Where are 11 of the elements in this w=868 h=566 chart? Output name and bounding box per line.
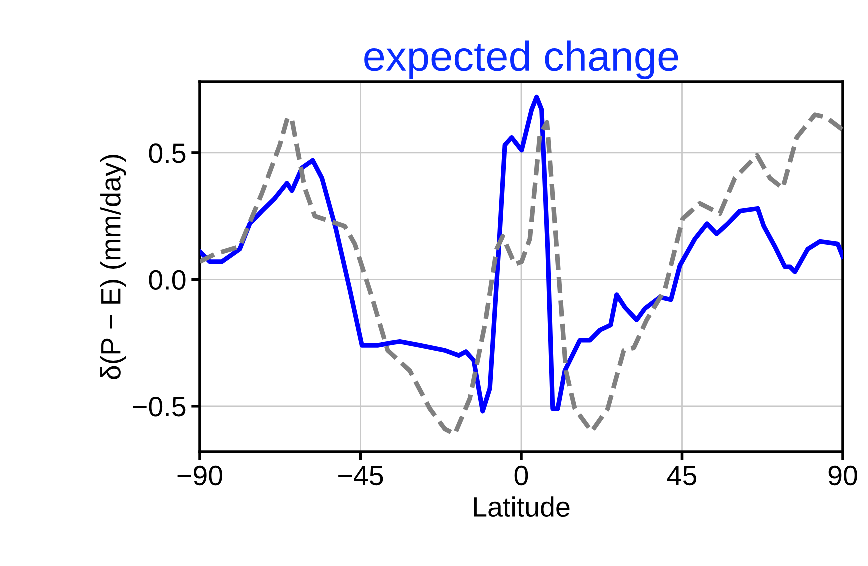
x-tick-label: 90 — [828, 466, 858, 486]
x-tick-label: 0 — [514, 466, 528, 486]
y-tick-label: −0.5 — [133, 397, 186, 417]
x-axis-title: Latitude — [474, 496, 570, 518]
chart-title: expected change — [364, 40, 678, 80]
x-tick-label: −90 — [178, 466, 222, 486]
y-tick-label: 0.5 — [149, 144, 186, 164]
x-tick-label: −45 — [338, 466, 384, 486]
y-tick-label: 0.0 — [149, 270, 186, 290]
x-tick-label: 45 — [667, 466, 697, 486]
y-axis-title: δ(P − E) (mm/day) — [100, 155, 126, 380]
